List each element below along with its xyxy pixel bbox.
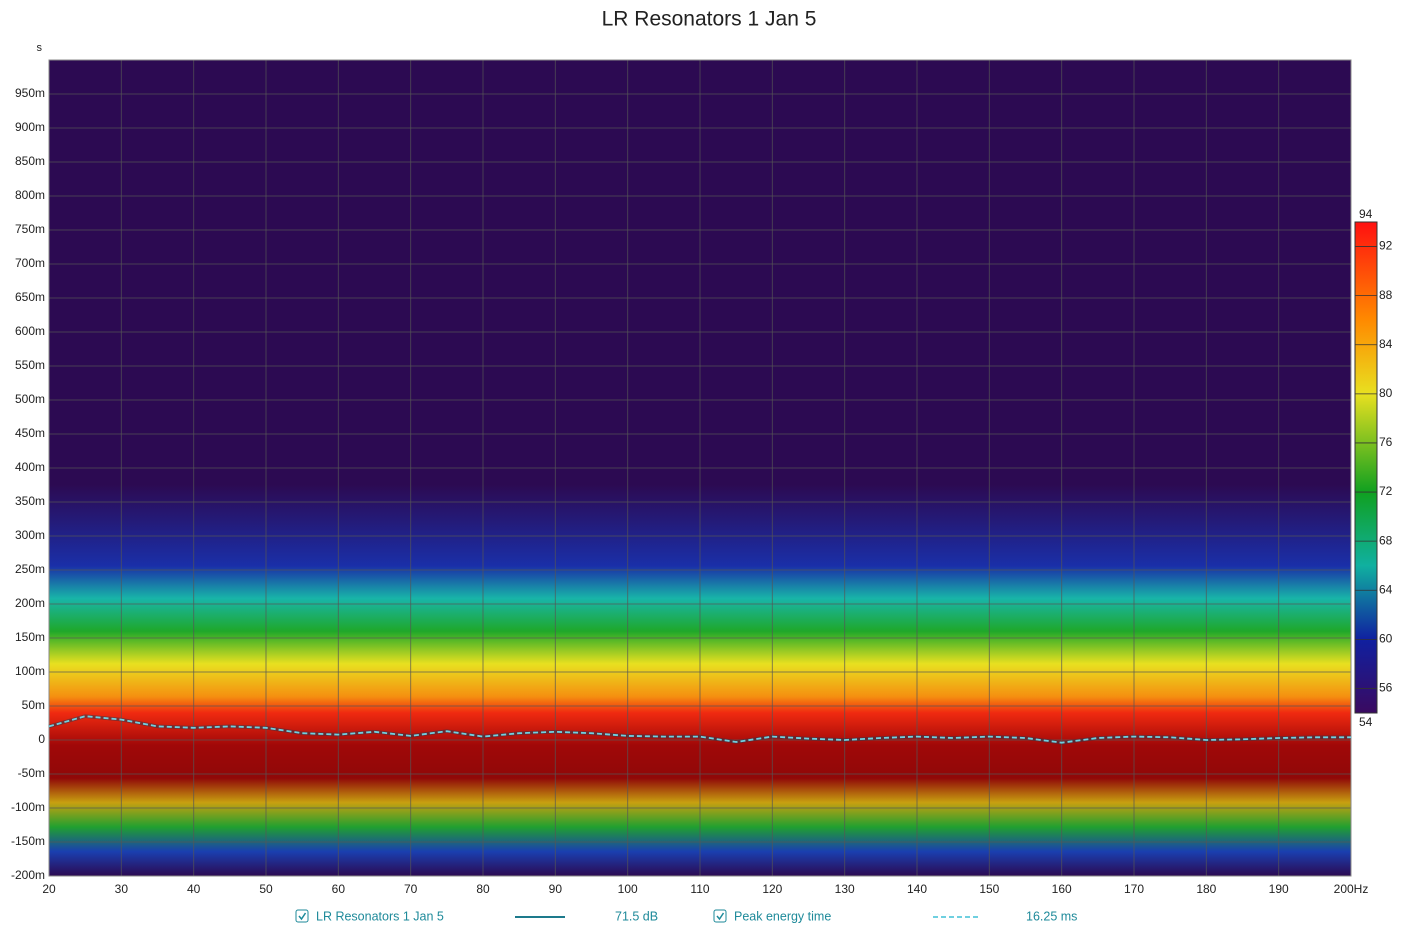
y-tick-label: 700m [15,256,45,270]
colorbar-max-label: 94 [1359,207,1373,221]
y-tick-label: 400m [15,460,45,474]
x-tick-label: 50 [259,882,273,896]
y-tick-label: 800m [15,188,45,202]
check [716,912,725,921]
x-tick-label: 140 [907,882,927,896]
x-tick-label: 200Hz [1334,882,1369,896]
x-tick-label: 100 [618,882,638,896]
colorbar-tick-label: 72 [1379,484,1393,498]
y-tick-label: 500m [15,392,45,406]
colorbar-tick-label: 64 [1379,582,1393,596]
y-tick-label: 300m [15,528,45,542]
y-tick-label: -150m [11,834,45,848]
x-tick-label: 40 [187,882,201,896]
y-tick-label: 950m [15,86,45,100]
chart-title: LR Resonators 1 Jan 5 [602,8,817,31]
legend-readout: 16.25 ms [1026,909,1077,923]
colorbar-tick-label: 84 [1379,337,1393,351]
plot-frame [48,59,1352,877]
y-tick-label: 100m [15,664,45,678]
x-tick-label: 180 [1196,882,1216,896]
y-tick-label: 150m [15,630,45,644]
x-tick-label: 80 [476,882,490,896]
checkbox[interactable] [295,909,309,923]
y-tick-label: 450m [15,426,45,440]
x-tick-label: 120 [762,882,782,896]
x-tick-label: 70 [404,882,418,896]
check [298,912,307,921]
x-tick-label: 90 [549,882,563,896]
y-tick-label: -200m [11,868,45,882]
y-tick-label: -100m [11,800,45,814]
x-tick-label: 160 [1052,882,1072,896]
x-tick-label: 190 [1269,882,1289,896]
colorbar-tick-label: 76 [1379,435,1393,449]
x-tick-label: 60 [332,882,346,896]
y-unit: s [37,42,43,54]
y-tick-label: 250m [15,562,45,576]
x-tick-label: 110 [690,882,709,896]
y-tick-label: 750m [15,222,45,236]
legend-label: Peak energy time [734,909,831,923]
y-tick-label: 50m [22,698,45,712]
colorbar-tick-label: 88 [1379,288,1393,302]
y-tick-label: 350m [15,494,45,508]
colorbar-tick-label: 60 [1379,632,1393,646]
legend: LR Resonators 1 Jan 5 71.5 dB Peak energ… [295,909,1077,923]
colorbar-tick-label: 80 [1379,386,1393,400]
y-tick-label: 550m [15,358,45,372]
y-tick-label: 900m [15,120,45,134]
colorbar-tick-label: 56 [1379,681,1393,695]
y-tick-label: 0 [38,732,45,746]
x-tick-label: 20 [42,882,56,896]
colorbar-tick-label: 68 [1379,533,1393,547]
y-tick-label: 850m [15,154,45,168]
colorbar-tick-label: 92 [1379,239,1393,253]
colorbar-min-label: 54 [1359,715,1373,729]
x-tick-label: 130 [835,882,855,896]
x-tick-label: 150 [979,882,999,896]
y-tick-label: 200m [15,596,45,610]
y-tick-label: 650m [15,290,45,304]
x-tick-label: 170 [1124,882,1144,896]
peak-energy-line [48,715,1351,744]
x-tick-label: 30 [115,882,129,896]
checkbox[interactable] [713,909,727,923]
y-tick-label: 600m [15,324,45,338]
legend-label: LR Resonators 1 Jan 5 [316,909,444,923]
y-tick-label: -50m [18,766,45,780]
legend-readout: 71.5 dB [615,909,658,923]
